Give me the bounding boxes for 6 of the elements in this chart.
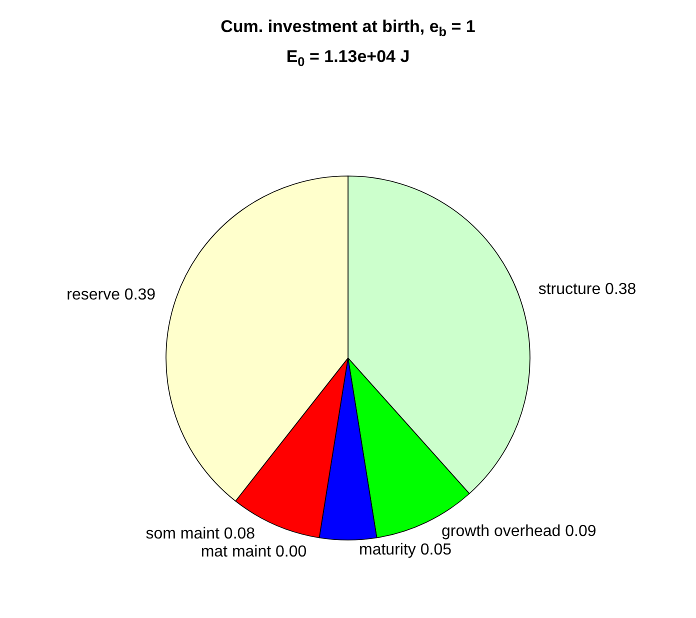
slice-label: reserve 0.39 — [66, 286, 156, 304]
slice-label: som maint 0.08 — [146, 525, 256, 542]
slice-label: maturity 0.05 — [359, 542, 452, 558]
slice-label: growth overhead 0.09 — [442, 522, 596, 540]
slice-label: structure 0.38 — [538, 280, 636, 298]
category-label: mat maint 0.00 — [200, 543, 307, 560]
